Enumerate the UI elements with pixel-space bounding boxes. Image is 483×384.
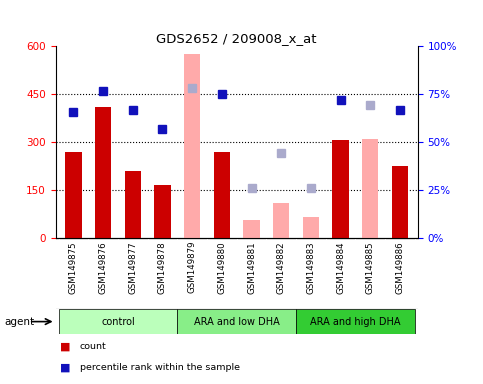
Text: GSM149877: GSM149877 <box>128 241 137 293</box>
Bar <box>58 309 177 334</box>
Bar <box>65 152 82 238</box>
Bar <box>273 203 289 238</box>
Text: GSM149884: GSM149884 <box>336 241 345 293</box>
Text: percentile rank within the sample: percentile rank within the sample <box>80 363 240 372</box>
Bar <box>154 185 170 238</box>
Bar <box>362 139 379 238</box>
Text: ■: ■ <box>60 342 71 352</box>
Text: count: count <box>80 342 106 351</box>
Bar <box>332 141 349 238</box>
Text: GSM149885: GSM149885 <box>366 241 375 293</box>
Text: GSM149875: GSM149875 <box>69 241 78 293</box>
Bar <box>303 217 319 238</box>
Bar <box>95 107 111 238</box>
Text: ARA and high DHA: ARA and high DHA <box>310 316 401 327</box>
Bar <box>296 309 415 334</box>
Bar <box>177 309 296 334</box>
Text: GSM149881: GSM149881 <box>247 241 256 293</box>
Bar <box>392 166 408 238</box>
Text: GSM149878: GSM149878 <box>158 241 167 293</box>
Text: GSM149880: GSM149880 <box>217 241 227 293</box>
Bar <box>243 220 260 238</box>
Bar <box>184 54 200 238</box>
Text: agent: agent <box>5 316 35 327</box>
Text: GSM149882: GSM149882 <box>277 241 286 293</box>
Bar <box>125 171 141 238</box>
Text: control: control <box>101 316 135 327</box>
Bar <box>213 152 230 238</box>
Text: ■: ■ <box>60 363 71 373</box>
Text: GSM149876: GSM149876 <box>99 241 108 293</box>
Title: GDS2652 / 209008_x_at: GDS2652 / 209008_x_at <box>156 32 317 45</box>
Text: GSM149883: GSM149883 <box>306 241 315 293</box>
Text: ARA and low DHA: ARA and low DHA <box>194 316 280 327</box>
Text: GSM149886: GSM149886 <box>396 241 404 293</box>
Text: GSM149879: GSM149879 <box>187 241 197 293</box>
